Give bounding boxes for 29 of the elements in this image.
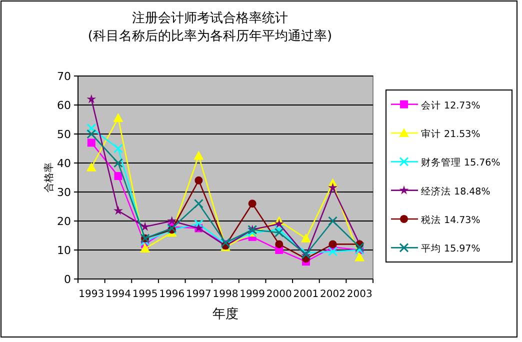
legend-label: 税法 14.73%	[421, 214, 480, 226]
y-tick-label: 40	[57, 157, 71, 170]
x-tick-label: 2003	[346, 289, 372, 300]
x-tick-label: 1998	[212, 289, 238, 300]
legend-label: 经济法 18.48%	[421, 185, 490, 198]
y-tick-label: 70	[57, 70, 71, 83]
y-tick-label: 10	[57, 244, 71, 257]
y-axis-title: 合格率	[43, 162, 55, 192]
x-tick-label: 1996	[159, 289, 185, 300]
y-tick-label: 60	[57, 99, 71, 112]
x-tick-label: 1999	[240, 289, 266, 300]
y-tick-label: 50	[57, 128, 71, 141]
legend-label: 平均 15.97%	[421, 242, 480, 255]
x-tick-label: 1997	[186, 289, 212, 300]
chart-title: 注册会计师考试合格率统计	[132, 10, 288, 26]
x-tick-label: 2001	[293, 289, 319, 300]
x-tick-label: 1993	[78, 289, 104, 300]
y-tick-label: 30	[57, 186, 71, 199]
chart-subtitle: (科目名称后的比率为各科历年平均通过率)	[88, 28, 332, 44]
legend-label: 财务管理 15.76%	[421, 156, 500, 169]
x-tick-label: 1994	[106, 289, 131, 300]
x-tick-label: 2002	[320, 289, 346, 300]
y-tick-label: 0	[64, 273, 71, 286]
x-tick-label: 1995	[132, 289, 158, 300]
x-tick-label: 2000	[266, 289, 292, 300]
x-axis-title: 年度	[212, 306, 238, 322]
legend-label: 审计 21.53%	[421, 128, 480, 140]
legend-label: 会计 12.73%	[421, 99, 480, 112]
y-tick-label: 20	[57, 215, 71, 228]
